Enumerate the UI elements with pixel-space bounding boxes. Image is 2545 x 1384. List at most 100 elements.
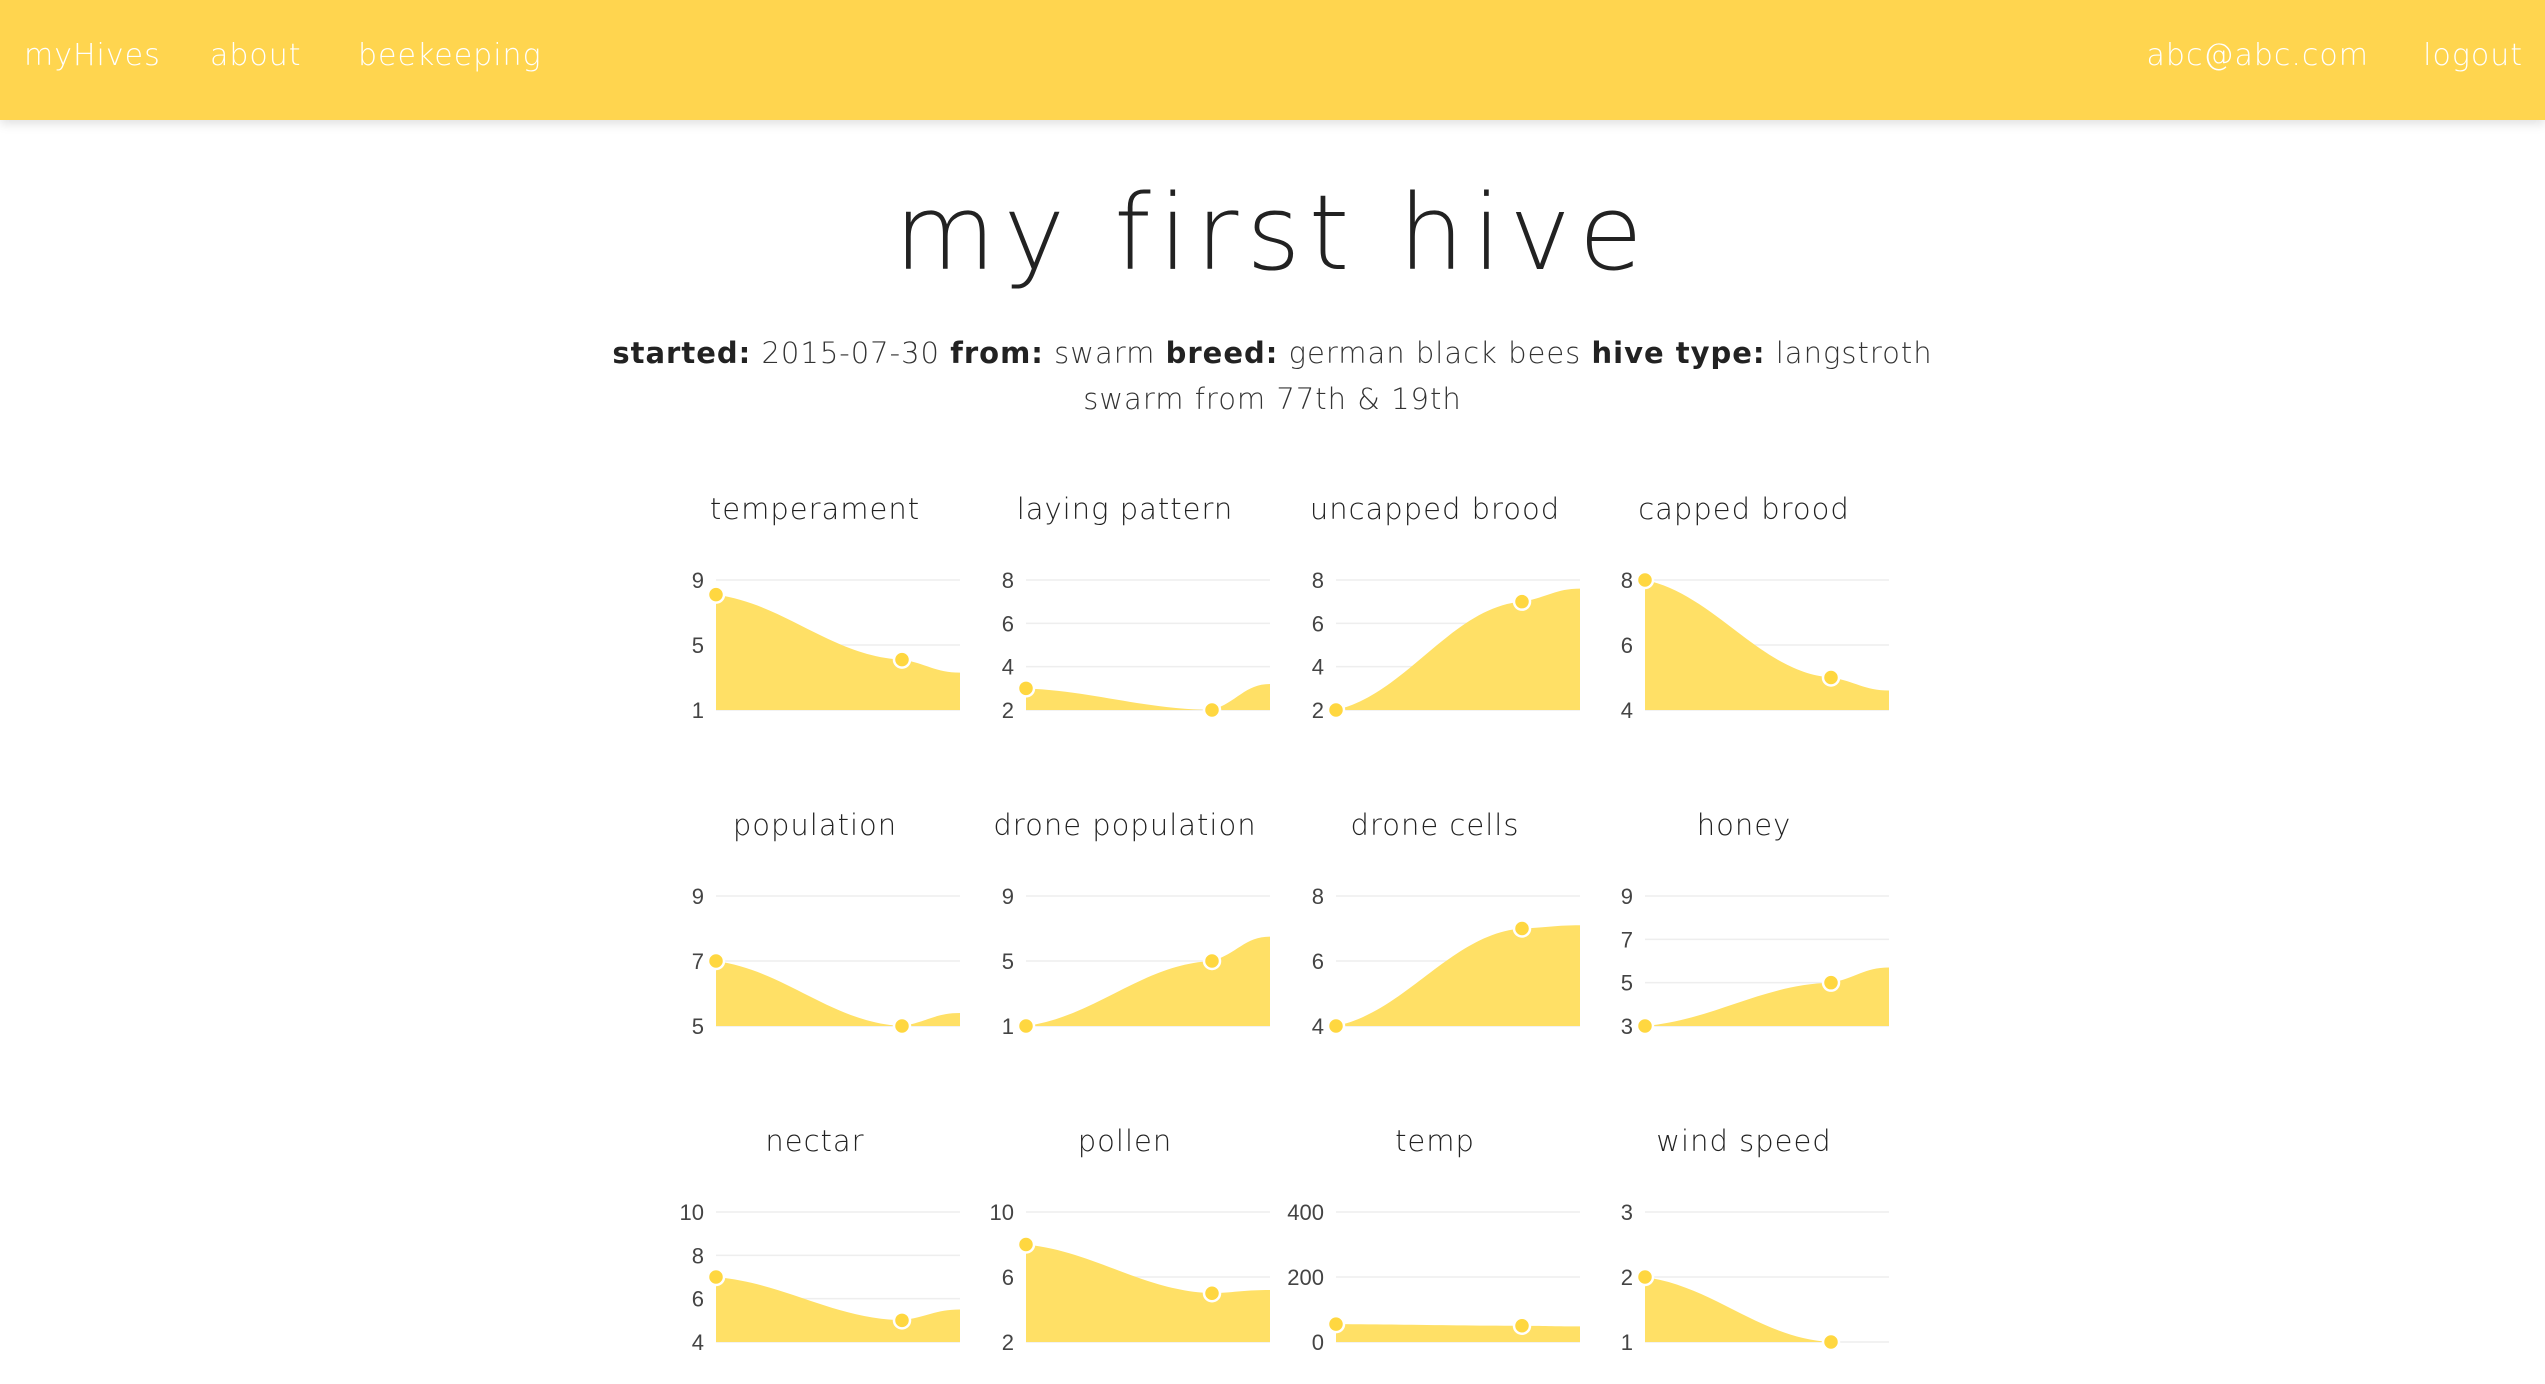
y-tick-label: 5: [692, 633, 704, 658]
y-tick-label: 10: [680, 1200, 704, 1225]
chart-laying-pattern: laying pattern 2 4 6 8: [970, 492, 1280, 752]
y-tick-label: 8: [1312, 884, 1324, 909]
chart-title: uncapped brood: [1309, 492, 1561, 526]
chart-title: drone population: [993, 808, 1257, 842]
chart-plot: 1 2 3: [1621, 1200, 1889, 1355]
y-tick-label: 4: [692, 1330, 704, 1355]
data-point[interactable]: [1326, 700, 1346, 720]
data-point[interactable]: [1821, 668, 1841, 687]
chart-population: population 5 7 9: [660, 808, 970, 1068]
area-series: [1026, 1244, 1270, 1342]
hive-meta: started: 2015-07-30 from: swarm breed: g…: [0, 336, 2545, 370]
chart-uncapped-brood: uncapped brood 2 4 6 8: [1280, 492, 1590, 752]
chart-plot: 5 7 9: [692, 884, 960, 1039]
y-tick-label: 6: [692, 1287, 704, 1312]
chart-plot: 4 6 8: [1621, 568, 1889, 723]
area-series: [716, 961, 960, 1026]
chart-pollen: pollen 2 6 10: [970, 1124, 1280, 1384]
nav-about-link[interactable]: about: [210, 38, 302, 73]
from-value: swarm: [1054, 336, 1156, 370]
from-label: from:: [950, 336, 1044, 370]
chart-title: laying pattern: [1016, 492, 1234, 526]
y-tick-label: 4: [1621, 698, 1633, 723]
y-tick-label: 400: [1287, 1200, 1324, 1225]
y-tick-label: 6: [1002, 1265, 1014, 1290]
data-point[interactable]: [706, 1267, 726, 1287]
y-tick-label: 10: [990, 1200, 1014, 1225]
nav-beekeeping-link[interactable]: beekeeping: [358, 38, 542, 73]
data-point[interactable]: [892, 1016, 912, 1036]
y-tick-label: 8: [1312, 568, 1324, 593]
y-tick-label: 6: [1312, 611, 1324, 636]
y-tick-label: 7: [1621, 927, 1633, 952]
data-point[interactable]: [1326, 1314, 1346, 1334]
y-tick-label: 5: [1002, 949, 1014, 974]
area-series: [1026, 936, 1270, 1026]
y-tick-label: 6: [1312, 949, 1324, 974]
data-point[interactable]: [1202, 1284, 1222, 1303]
area-series: [1336, 925, 1580, 1026]
data-point[interactable]: [1821, 973, 1841, 992]
chart-title: pollen: [1077, 1124, 1173, 1158]
y-tick-label: 4: [1312, 655, 1324, 680]
data-point[interactable]: [1512, 592, 1532, 611]
chart-drone-cells: drone cells 4 6 8: [1280, 808, 1590, 1068]
y-tick-label: 9: [1002, 884, 1014, 909]
data-point[interactable]: [1016, 679, 1036, 698]
data-point[interactable]: [1326, 1016, 1346, 1036]
y-tick-label: 8: [1621, 568, 1633, 593]
chart-title: nectar: [765, 1124, 865, 1158]
area-series: [1645, 1277, 1889, 1342]
breed-label: breed:: [1165, 336, 1279, 370]
breed-value: german black bees: [1288, 336, 1582, 370]
nav-logout-link[interactable]: logout: [2423, 38, 2523, 73]
hive-type-value: langstroth: [1775, 336, 1933, 370]
data-point[interactable]: [1512, 919, 1532, 938]
area-series: [716, 594, 960, 710]
area-series: [1645, 967, 1889, 1026]
y-tick-label: 0: [1312, 1330, 1324, 1355]
y-tick-label: 6: [1002, 611, 1014, 636]
y-tick-label: 5: [692, 1014, 704, 1039]
chart-plot: 1 5 9: [1002, 884, 1270, 1039]
chart-plot: 2 4 6 8: [1002, 568, 1270, 723]
y-tick-label: 3: [1621, 1200, 1633, 1225]
started-label: started:: [612, 336, 752, 370]
chart-title: temp: [1395, 1124, 1475, 1158]
nav-user-email-link[interactable]: abc@abc.com: [2146, 38, 2369, 73]
page-title: my first hive: [894, 172, 1651, 294]
data-point[interactable]: [1202, 951, 1222, 971]
nav-brand-myhives[interactable]: myHives: [24, 38, 161, 73]
data-point[interactable]: [706, 951, 726, 971]
chart-plot: 3 5 7 9: [1621, 884, 1889, 1039]
chart-title: wind speed: [1656, 1124, 1832, 1158]
y-tick-label: 4: [1312, 1014, 1324, 1039]
data-point[interactable]: [1821, 1332, 1841, 1352]
y-tick-label: 9: [692, 568, 704, 593]
y-tick-label: 4: [1002, 655, 1014, 680]
chart-temperament: temperament 1 5 9: [660, 492, 970, 752]
chart-wind-speed: wind speed 1 2 3: [1589, 1124, 1899, 1384]
data-point[interactable]: [892, 1311, 912, 1330]
y-tick-label: 8: [1002, 568, 1014, 593]
started-value: 2015-07-30: [761, 336, 941, 370]
data-point[interactable]: [1635, 1016, 1655, 1036]
y-tick-label: 1: [1002, 1014, 1014, 1039]
chart-honey: honey 3 5 7 9: [1589, 808, 1899, 1068]
data-point[interactable]: [1016, 1016, 1036, 1036]
data-point[interactable]: [1635, 570, 1655, 590]
data-point[interactable]: [706, 585, 726, 604]
data-point[interactable]: [1512, 1316, 1532, 1335]
chart-title: drone cells: [1350, 808, 1520, 842]
chart-plot: 1 5 9: [692, 568, 960, 723]
area-series: [716, 1277, 960, 1342]
data-point[interactable]: [892, 650, 912, 669]
y-tick-label: 3: [1621, 1014, 1633, 1039]
y-tick-label: 6: [1621, 633, 1633, 658]
data-point[interactable]: [1635, 1267, 1655, 1287]
y-tick-label: 1: [692, 698, 704, 723]
data-point[interactable]: [1202, 700, 1222, 720]
area-series: [1336, 588, 1580, 710]
data-point[interactable]: [1016, 1235, 1036, 1254]
y-tick-label: 2: [1312, 698, 1324, 723]
